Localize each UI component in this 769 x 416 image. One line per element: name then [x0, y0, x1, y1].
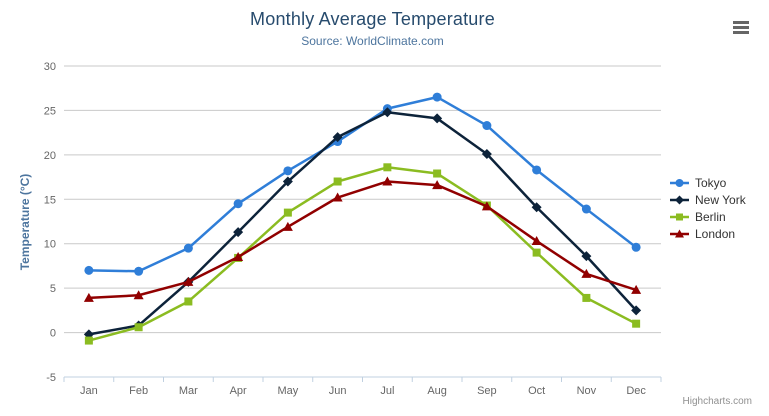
x-axis-label: Apr	[230, 385, 247, 397]
data-point[interactable]	[282, 221, 293, 231]
data-point[interactable]	[481, 148, 492, 159]
data-point	[675, 178, 684, 187]
series-tokyo[interactable]	[84, 92, 641, 276]
x-axis-label: Feb	[129, 385, 148, 397]
y-axis-title: Temperature (°C)	[18, 173, 32, 271]
x-axis-label: Jul	[380, 385, 394, 397]
tokyo-legend-marker-icon	[670, 178, 689, 187]
data-point[interactable]	[631, 242, 641, 252]
data-point[interactable]	[432, 180, 443, 190]
y-axis-label: 15	[44, 194, 56, 206]
x-axis-label: Mar	[179, 385, 198, 397]
data-point	[676, 213, 683, 220]
data-point[interactable]	[183, 243, 193, 253]
data-point[interactable]	[531, 202, 542, 213]
data-point[interactable]	[631, 284, 642, 294]
y-axis-label: 20	[44, 150, 56, 162]
data-point[interactable]	[134, 323, 143, 332]
context-menu-button[interactable]	[733, 21, 749, 34]
data-point[interactable]	[382, 176, 393, 186]
data-point[interactable]	[233, 252, 244, 262]
series-line[interactable]	[87, 110, 638, 336]
berlin-legend-marker-icon	[670, 213, 689, 220]
x-axis-label: Aug	[427, 385, 447, 397]
y-axis-label: 25	[44, 105, 56, 117]
legend-item-label: Berlin	[695, 209, 726, 224]
new-york-legend-marker-icon	[670, 195, 689, 204]
data-point	[675, 229, 684, 237]
legend-item-new-york[interactable]: New York	[670, 192, 746, 207]
data-point[interactable]	[134, 266, 144, 276]
y-axis-label: 30	[44, 61, 56, 73]
data-point[interactable]	[84, 336, 93, 345]
data-point[interactable]	[632, 319, 641, 328]
x-axis-label: Nov	[577, 385, 597, 397]
data-point[interactable]	[631, 305, 642, 316]
legend-item-tokyo[interactable]: Tokyo	[670, 175, 746, 190]
y-grid	[64, 65, 661, 378]
series-line[interactable]	[87, 95, 638, 273]
series-london[interactable]	[83, 176, 642, 302]
x-axis	[63, 376, 662, 382]
data-point[interactable]	[184, 297, 193, 306]
data-point[interactable]	[432, 92, 442, 102]
data-point[interactable]	[481, 201, 492, 211]
chart-subtitle: Source: WorldClimate.com	[301, 34, 444, 48]
series-line[interactable]	[87, 166, 638, 342]
legend-item-berlin[interactable]: Berlin	[670, 209, 746, 224]
y-axis-label: -5	[46, 372, 56, 384]
x-axis-label: May	[277, 385, 298, 397]
x-axis-label: Jun	[329, 385, 347, 397]
legend-item-label: Tokyo	[695, 175, 727, 190]
data-point[interactable]	[433, 169, 442, 178]
data-point[interactable]	[133, 290, 144, 300]
data-point[interactable]	[233, 199, 243, 209]
y-axis-label: 10	[44, 239, 56, 251]
x-axis-label: Jan	[80, 385, 98, 397]
series-line[interactable]	[87, 180, 638, 300]
legend-item-label: London	[695, 226, 736, 241]
data-point[interactable]	[582, 293, 591, 302]
data-point[interactable]	[432, 113, 443, 124]
london-legend-marker-icon	[670, 229, 689, 237]
data-point[interactable]	[283, 166, 293, 176]
x-axis-label: Dec	[626, 385, 646, 397]
y-axis-label: 5	[50, 283, 56, 295]
chart-title: Monthly Average Temperature	[250, 9, 495, 29]
series-new-york[interactable]	[83, 107, 642, 340]
data-point[interactable]	[332, 192, 343, 202]
hamburger-menu-icon	[733, 21, 749, 34]
data-point[interactable]	[84, 265, 94, 275]
data-point[interactable]	[581, 204, 591, 214]
legend: Tokyo New York Berlin London	[670, 175, 746, 241]
data-point[interactable]	[382, 107, 393, 118]
data-point[interactable]	[283, 208, 292, 217]
data-point[interactable]	[233, 227, 244, 238]
data-point[interactable]	[581, 268, 592, 278]
x-axis-label: Sep	[477, 385, 497, 397]
data-point[interactable]	[383, 163, 392, 172]
data-point[interactable]	[333, 177, 342, 186]
data-point[interactable]	[482, 121, 492, 131]
x-axis-label: Oct	[528, 385, 545, 397]
legend-item-london[interactable]: London	[670, 226, 746, 241]
data-point	[675, 195, 684, 204]
data-point[interactable]	[83, 292, 94, 302]
y-axis-label: 0	[50, 328, 56, 340]
data-point[interactable]	[183, 276, 194, 286]
data-point[interactable]	[531, 236, 542, 246]
data-point[interactable]	[332, 132, 343, 143]
data-point[interactable]	[532, 165, 542, 175]
credits-link[interactable]: Highcharts.com	[682, 396, 752, 407]
legend-item-label: New York	[695, 192, 746, 207]
data-point[interactable]	[581, 251, 592, 262]
data-point[interactable]	[282, 176, 293, 187]
data-point[interactable]	[532, 248, 541, 257]
